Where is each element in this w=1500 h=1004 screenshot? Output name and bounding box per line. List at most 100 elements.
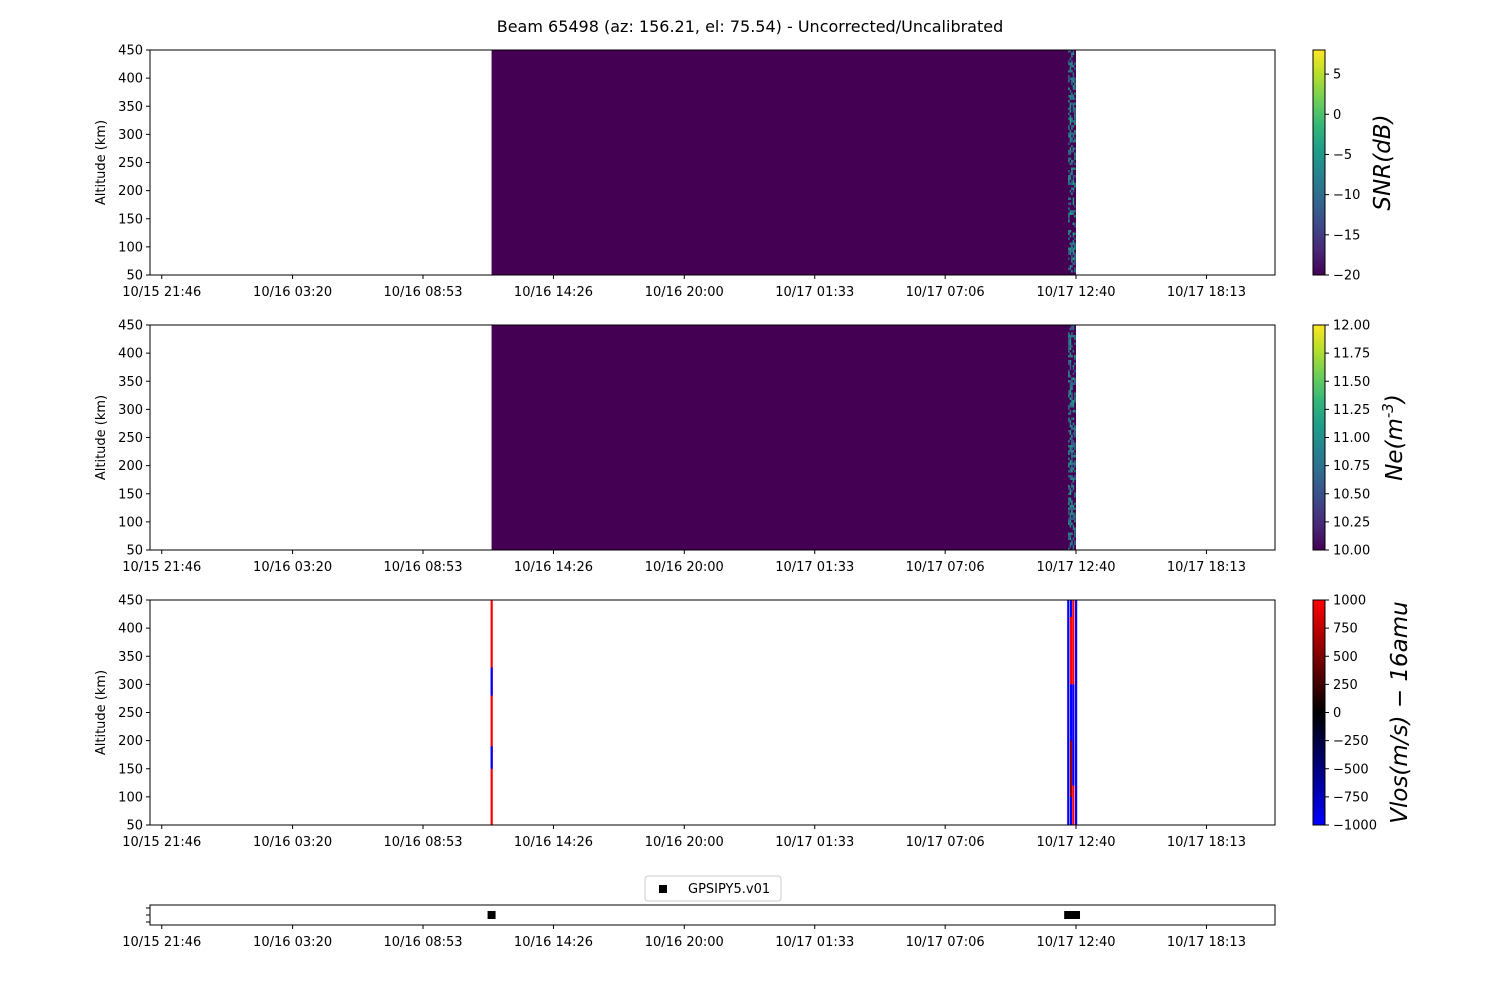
legend-label: GPSIPY5.v01: [688, 882, 770, 897]
heatmap-cell: [1074, 175, 1076, 178]
heatmap-cell: [1074, 62, 1076, 65]
heatmap-cell: [1072, 427, 1075, 430]
heatmap-cell: [1068, 150, 1070, 153]
heatmap-cell: [1071, 270, 1073, 273]
heatmap-cell: [1068, 160, 1070, 163]
heatmap-cell: [1072, 417, 1075, 420]
heatmap-cell: [1071, 52, 1073, 55]
colorbar-label: Vlos(m/s) − 16amu: [1387, 601, 1413, 824]
heatmap-cell: [1069, 492, 1072, 495]
heatmap-cell: [1069, 522, 1072, 525]
heatmap-cell: [1068, 337, 1070, 340]
heatmap-cell: [1069, 50, 1072, 53]
heatmap-cell: [1068, 60, 1070, 63]
colorbar-tick-label: 750: [1333, 622, 1358, 637]
heatmap-cell: [1074, 102, 1076, 105]
heatmap-cell: [1071, 335, 1073, 338]
x-tick-label: 10/15 21:46: [122, 935, 201, 950]
heatmap-cell: [1072, 517, 1075, 520]
heatmap-cell: [1072, 462, 1075, 465]
heatmap-cell: [1069, 437, 1072, 440]
heatmap-cell: [1074, 392, 1076, 395]
heatmap-cell: [1071, 377, 1073, 380]
colorbar-tick-label: 500: [1333, 650, 1358, 665]
heatmap-cell: [1071, 510, 1073, 513]
heatmap-cell: [1068, 452, 1070, 455]
heatmap-cell: [1072, 147, 1075, 150]
y-tick-label: 450: [118, 44, 143, 59]
heatmap-cell: [1074, 400, 1076, 403]
heatmap-cell: [1071, 332, 1073, 335]
heatmap-cell: [1069, 490, 1072, 493]
heatmap-cell: [1074, 162, 1076, 165]
heatmap-cell: [1074, 270, 1076, 273]
heatmap-cell: [1072, 77, 1075, 80]
heatmap-cell: [1069, 252, 1072, 255]
heatmap-cell: [1072, 432, 1075, 435]
heatmap-cell: [1072, 135, 1075, 138]
heatmap-cell: [1071, 250, 1073, 253]
heatmap-cell: [1074, 130, 1076, 133]
heatmap-cell: [1071, 120, 1073, 123]
heatmap-cell: [1068, 132, 1070, 135]
heatmap-cell: [1074, 232, 1076, 235]
heatmap-cell: [1068, 332, 1070, 335]
heatmap-cell: [1071, 125, 1073, 128]
heatmap-cell: [1068, 547, 1070, 550]
heatmap-cell: [1069, 425, 1072, 428]
heatmap-cell: [1072, 150, 1075, 153]
heatmap-cell: [1069, 77, 1072, 80]
heatmap-cell: [1074, 520, 1076, 523]
x-tick-label: 10/17 18:13: [1167, 285, 1246, 300]
heatmap-cell: [1071, 70, 1073, 73]
heatmap-cell: [1071, 465, 1073, 468]
heatmap-cell: [1072, 400, 1075, 403]
heatmap-cell: [1068, 450, 1070, 453]
heatmap-cell: [1068, 390, 1070, 393]
heatmap-cell: [1072, 382, 1075, 385]
x-tick-label: 10/16 14:26: [514, 835, 593, 850]
heatmap-cell: [1068, 237, 1070, 240]
y-tick-label: 300: [118, 128, 143, 143]
heatmap-cell: [1074, 77, 1076, 80]
heatmap-cell: [1069, 380, 1072, 383]
axes-frame: [149, 904, 1276, 926]
heatmap-cell: [1069, 422, 1072, 425]
x-tick-label: 10/16 08:53: [383, 285, 462, 300]
y-tick-label: 350: [118, 650, 143, 665]
heatmap-cell: [1074, 395, 1076, 398]
heatmap-cell: [1069, 97, 1072, 100]
heatmap-cell: [1072, 545, 1075, 548]
heatmap-cell: [1071, 440, 1073, 443]
heatmap-cell: [1072, 410, 1075, 413]
heatmap-cell: [1069, 190, 1072, 193]
heatmap-cell: [1069, 122, 1072, 125]
heatmap-cell: [1072, 405, 1075, 408]
heatmap-cell: [1072, 527, 1075, 530]
heatmap-cell: [1069, 535, 1072, 538]
heatmap-cell: [1071, 437, 1073, 440]
heatmap-cell: [1074, 337, 1076, 340]
heatmap-cell: [1072, 177, 1075, 180]
heatmap-cell: [1069, 242, 1072, 245]
heatmap-cell: [1074, 445, 1076, 448]
heatmap-cell: [1072, 515, 1075, 518]
heatmap-cell: [1072, 120, 1075, 123]
colorbar-tick-label: 250: [1333, 678, 1358, 693]
heatmap-cell: [1069, 450, 1072, 453]
heatmap-cell: [1072, 222, 1075, 225]
heatmap-cell: [1068, 412, 1070, 415]
heatmap-cell: [1071, 445, 1073, 448]
heatmap-cell: [1074, 80, 1076, 83]
heatmap-cell: [1072, 187, 1075, 190]
y-axis-label: Altitude (km): [94, 120, 109, 205]
heatmap-cell: [1072, 202, 1075, 205]
heatmap-cell: [1071, 457, 1073, 460]
heatmap-cell: [1069, 385, 1072, 388]
heatmap-cell: [1071, 127, 1073, 130]
heatmap-cell: [1072, 335, 1075, 338]
heatmap-cell: [1068, 537, 1070, 540]
heatmap-cell: [1074, 397, 1076, 400]
colorbar-tick-label: −1000: [1333, 819, 1377, 834]
heatmap-cell: [1069, 402, 1072, 405]
